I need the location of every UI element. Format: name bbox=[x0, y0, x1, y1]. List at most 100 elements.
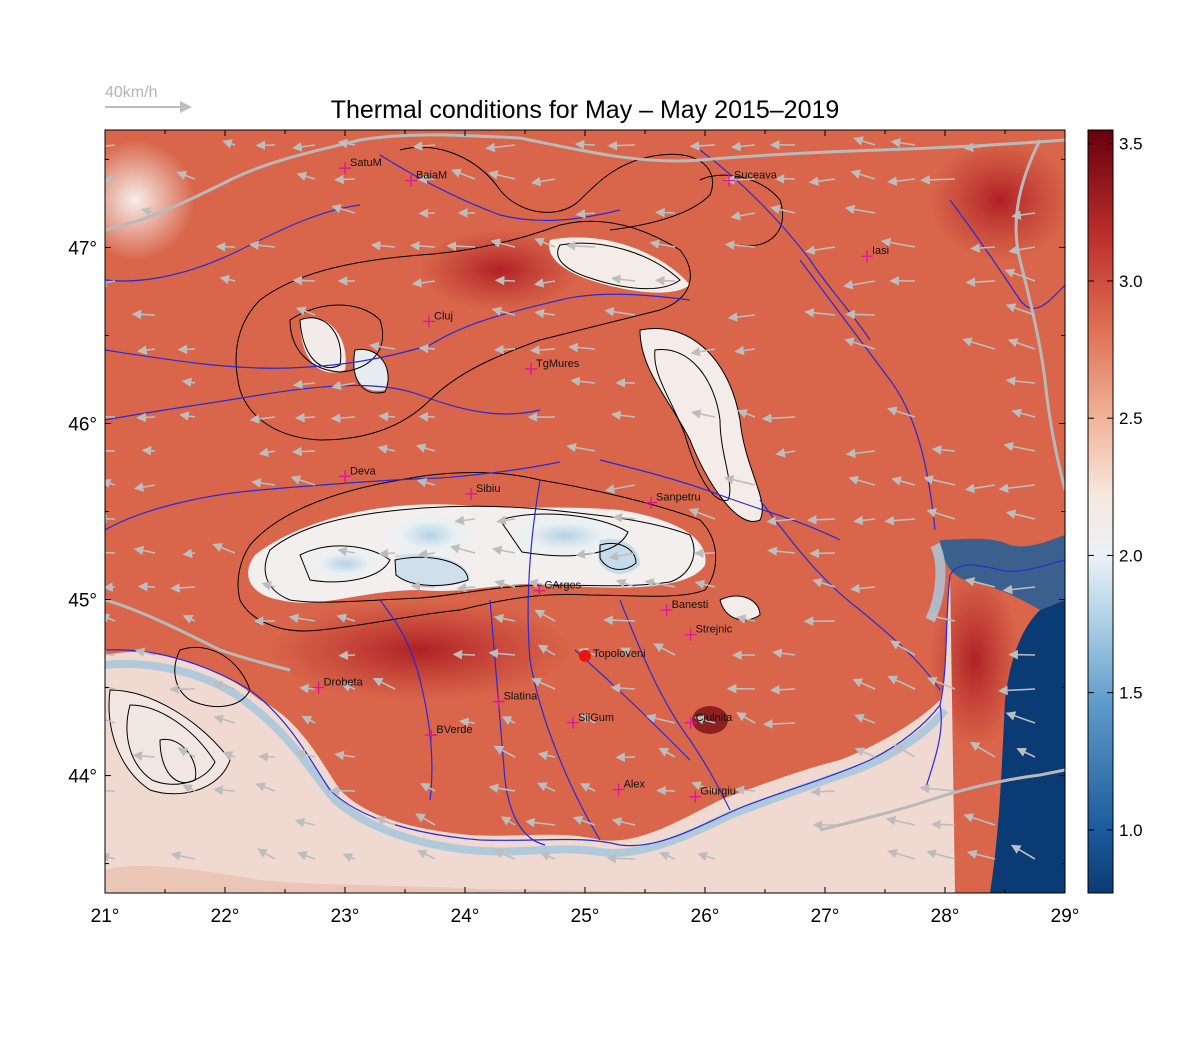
wind-arrow bbox=[420, 783, 436, 792]
wind-arrow bbox=[105, 613, 116, 623]
wind-arrow bbox=[1011, 210, 1036, 220]
wind-arrow bbox=[415, 443, 436, 453]
wind-arrow bbox=[963, 142, 996, 153]
wind-scale-label: 40km/h bbox=[105, 84, 157, 101]
wind-arrow bbox=[607, 140, 636, 151]
wind-arrow bbox=[534, 609, 556, 622]
wind-arrow bbox=[181, 377, 196, 388]
city-label: Banesti bbox=[672, 599, 709, 611]
wind-arrow bbox=[620, 647, 636, 657]
colorbar-tick-label: 3.0 bbox=[1119, 272, 1143, 291]
wind-arrow bbox=[964, 483, 996, 494]
wind-arrow bbox=[852, 678, 876, 690]
city-cross bbox=[465, 487, 477, 500]
wind-arrow bbox=[575, 209, 596, 219]
y-tick-label: 44° bbox=[68, 767, 97, 788]
wind-arrow bbox=[725, 174, 756, 185]
wind-arrow bbox=[1008, 649, 1036, 660]
city-marker: Sibiu bbox=[465, 483, 500, 500]
city-cross bbox=[533, 584, 546, 597]
wind-arrow bbox=[727, 312, 756, 322]
wind-arrow bbox=[488, 648, 516, 659]
wind-arrow bbox=[410, 581, 436, 592]
wind-arrow bbox=[854, 713, 876, 724]
wind-arrow bbox=[1005, 509, 1036, 520]
wind-arrow bbox=[534, 237, 556, 248]
wind-arrow bbox=[772, 648, 796, 659]
wind-arrow bbox=[998, 685, 1036, 696]
wind-arrow bbox=[766, 516, 796, 526]
wind-arrow bbox=[926, 508, 956, 520]
wind-arrow bbox=[338, 650, 356, 661]
wind-arrow bbox=[887, 848, 916, 860]
wind-arrow bbox=[341, 682, 356, 692]
wind-arrow bbox=[963, 813, 996, 826]
wind-arrow bbox=[134, 647, 156, 657]
colorbar-tick-label: 3.5 bbox=[1119, 135, 1143, 154]
wind-arrow bbox=[458, 717, 476, 727]
wind-arrow bbox=[998, 483, 1036, 493]
map-frame: 21° 22° 23° 24° 25° 26° 27° 28° 29° 44° 45° 46° 47° bbox=[68, 129, 1080, 927]
wind-arrow bbox=[804, 307, 836, 318]
city-label: SatuM bbox=[350, 157, 382, 169]
city-cross bbox=[684, 716, 697, 729]
wind-arrow bbox=[806, 515, 836, 525]
wind-arrow bbox=[762, 719, 796, 729]
wind-arrow bbox=[494, 344, 516, 355]
city-cross bbox=[723, 174, 735, 187]
wind-arrow bbox=[537, 750, 556, 761]
wind-arrow bbox=[1003, 441, 1036, 452]
wind-arrow bbox=[530, 176, 556, 187]
wind-arrow bbox=[926, 612, 956, 622]
wind-arrow bbox=[688, 507, 716, 520]
city-marker: Alex bbox=[612, 779, 645, 796]
city-marker: SatuM bbox=[339, 157, 382, 175]
hot-areas bbox=[270, 140, 1065, 750]
city-label: TgMures bbox=[536, 358, 580, 370]
wind-arrow bbox=[330, 413, 356, 423]
highlight-marker: Topoloveni bbox=[579, 648, 646, 662]
wind-arrow bbox=[854, 747, 876, 758]
wind-arrow bbox=[292, 446, 316, 457]
colorbar-ticks: 1.0 1.5 2.0 2.5 3.0 3.5 bbox=[1088, 135, 1143, 840]
wind-arrow bbox=[927, 676, 956, 690]
x-tick-label: 23° bbox=[331, 906, 360, 927]
city-label: Sanpetru bbox=[656, 492, 701, 504]
wind-arrow bbox=[132, 751, 156, 761]
wind-arrow bbox=[697, 851, 716, 861]
wind-arrow bbox=[417, 549, 436, 559]
city-marker: Deva bbox=[339, 465, 377, 483]
x-tick-label: 29° bbox=[1051, 906, 1080, 927]
map-title: Thermal conditions for May – May 2015–20… bbox=[331, 96, 840, 124]
city-cross bbox=[660, 604, 673, 617]
wind-arrow bbox=[292, 275, 316, 286]
city-label: SilGum bbox=[578, 712, 614, 724]
pale-northwest bbox=[105, 140, 195, 260]
wind-arrow bbox=[580, 714, 596, 724]
wind-arrow bbox=[261, 581, 276, 591]
wind-arrow bbox=[331, 204, 356, 214]
wind-arrow bbox=[490, 238, 516, 248]
city-label: Strejnic bbox=[696, 624, 733, 636]
wind-arrow bbox=[734, 345, 756, 356]
wind-arrow bbox=[1011, 408, 1036, 418]
city-cross bbox=[423, 315, 435, 328]
wind-arrow bbox=[654, 275, 676, 286]
city-cross bbox=[312, 681, 325, 694]
city-cross bbox=[339, 470, 351, 483]
city-marker: Ciulnita bbox=[684, 712, 733, 729]
wind-arrow bbox=[965, 277, 996, 287]
wind-arrow bbox=[570, 376, 596, 387]
x-tick-label: 27° bbox=[811, 906, 840, 927]
wind-arrow bbox=[808, 176, 836, 187]
city-cross bbox=[684, 628, 697, 641]
wind-arrow bbox=[735, 614, 756, 624]
wind-arrow bbox=[931, 445, 956, 455]
city-marker: CArges bbox=[533, 580, 582, 597]
wind-arrow bbox=[133, 482, 156, 492]
wind-arrow bbox=[525, 817, 556, 828]
wind-arrow bbox=[222, 751, 236, 761]
wind-arrow bbox=[844, 337, 876, 350]
wind-arrow bbox=[887, 675, 916, 690]
wind-arrow bbox=[370, 240, 396, 251]
